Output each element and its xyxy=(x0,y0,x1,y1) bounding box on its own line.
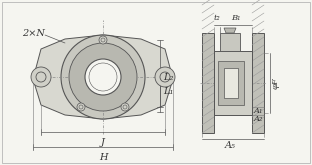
Text: L₂: L₂ xyxy=(163,72,173,82)
Circle shape xyxy=(99,36,107,44)
Bar xyxy=(202,33,214,133)
Text: J: J xyxy=(101,138,105,147)
Bar xyxy=(218,61,244,105)
Bar xyxy=(224,68,238,98)
Circle shape xyxy=(85,59,121,95)
Polygon shape xyxy=(224,28,236,33)
Bar xyxy=(220,33,240,51)
Circle shape xyxy=(61,35,145,119)
Polygon shape xyxy=(33,35,173,119)
Bar xyxy=(214,51,252,115)
Circle shape xyxy=(31,67,51,87)
Circle shape xyxy=(69,43,137,111)
Text: L₁: L₁ xyxy=(163,87,173,97)
Circle shape xyxy=(155,67,175,87)
Text: B₁: B₁ xyxy=(231,14,241,22)
Text: A₂: A₂ xyxy=(254,115,263,123)
Text: H: H xyxy=(99,153,107,162)
Text: A₅: A₅ xyxy=(225,141,236,150)
Bar xyxy=(252,33,264,133)
Circle shape xyxy=(121,103,129,111)
Text: φF: φF xyxy=(272,77,280,89)
Text: A₁: A₁ xyxy=(254,107,263,115)
Text: t₂: t₂ xyxy=(214,14,220,22)
Text: 2×N: 2×N xyxy=(22,29,45,37)
Circle shape xyxy=(77,103,85,111)
